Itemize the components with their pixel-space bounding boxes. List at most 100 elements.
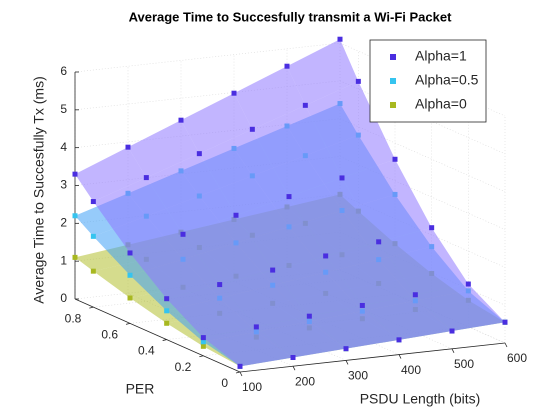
z-tick-label: 0	[60, 291, 67, 305]
data-point	[343, 346, 349, 352]
data-point	[392, 156, 398, 162]
surface-patch	[272, 255, 363, 317]
data-point	[355, 78, 361, 84]
y-tick-label: 0	[221, 376, 228, 390]
axis-line	[74, 298, 241, 373]
legend-label: Alpha=0.5	[415, 72, 479, 88]
data-point	[143, 175, 149, 181]
grid-line	[74, 42, 341, 73]
data-point	[90, 199, 96, 205]
data-point	[164, 296, 170, 302]
surface-patch	[305, 81, 395, 178]
z-tick-label: 6	[60, 64, 67, 78]
surface	[72, 36, 508, 369]
surface-patch	[166, 284, 257, 338]
surface-patch	[342, 159, 432, 242]
data-point	[502, 319, 508, 325]
z-axis-label: Average Time to Succesfully Tx (ms)	[31, 76, 47, 303]
surface-patch	[289, 177, 379, 256]
tick-mark	[125, 322, 131, 325]
data-point	[200, 339, 206, 345]
z-tick-label: 4	[60, 140, 67, 154]
data-point	[200, 343, 206, 349]
surface-patch	[256, 316, 346, 358]
x-tick-label: 400	[401, 363, 421, 377]
tick-mark	[235, 371, 241, 374]
data-point	[284, 63, 290, 69]
surface-patch	[146, 153, 236, 235]
legend-marker	[390, 102, 396, 108]
surface-patch	[236, 196, 326, 271]
surface-patch	[93, 177, 183, 253]
surface-patch	[252, 105, 342, 197]
x-tick-label: 600	[507, 351, 527, 365]
surface-patch	[287, 39, 359, 106]
data-point	[396, 337, 402, 343]
z-tick-label: 3	[60, 178, 67, 192]
data-point	[337, 36, 343, 42]
data-point	[231, 90, 237, 96]
surface-patch	[183, 215, 273, 285]
data-point	[286, 194, 292, 200]
data-point	[290, 354, 296, 360]
tick-mark	[199, 355, 204, 358]
surface-patch	[199, 129, 289, 216]
x-tick-label: 100	[242, 380, 262, 394]
data-point	[306, 313, 312, 319]
data-point	[72, 254, 78, 260]
data-point	[164, 308, 170, 314]
legend-marker	[390, 54, 396, 60]
data-point	[339, 175, 345, 181]
surface-patch	[234, 66, 306, 130]
data-point	[125, 144, 131, 150]
legend-label: Alpha=1	[415, 48, 467, 64]
surface-patch	[362, 294, 452, 340]
data-point	[178, 117, 184, 123]
data-point	[376, 239, 382, 245]
surface-patch	[75, 147, 147, 202]
y-tick-label: 0.4	[138, 344, 155, 358]
surface-patch	[309, 305, 399, 349]
data-point	[359, 302, 365, 308]
data-point	[323, 253, 329, 259]
x-tick-label: 200	[295, 374, 315, 388]
surface-patch	[181, 93, 253, 154]
tick-mark	[292, 366, 296, 371]
legend-marker	[390, 78, 396, 84]
data-point	[270, 267, 276, 273]
data-point	[127, 272, 133, 278]
axis-line	[239, 342, 506, 373]
tick-mark	[398, 354, 402, 359]
tick-mark	[451, 348, 455, 353]
data-point	[200, 335, 206, 341]
data-point	[429, 225, 435, 231]
y-axis-label: PER	[126, 381, 155, 397]
tick-mark	[239, 371, 243, 377]
data-point	[302, 102, 308, 108]
data-point	[164, 320, 170, 326]
data-point	[180, 231, 186, 237]
data-point	[90, 268, 96, 274]
data-point	[72, 171, 78, 177]
data-point	[217, 282, 223, 288]
chart-title: Average Time to Succesfully transmit a W…	[129, 9, 453, 24]
tick-mark	[345, 360, 349, 365]
y-tick-label: 0.8	[65, 311, 82, 325]
data-point	[249, 126, 255, 132]
data-point	[465, 281, 471, 287]
data-point	[237, 363, 243, 369]
data-point	[196, 151, 202, 157]
surface-patch	[130, 234, 220, 299]
z-tick-label: 2	[60, 216, 67, 230]
data-point	[233, 212, 239, 218]
surface-patch	[378, 227, 469, 295]
surface-patch	[325, 241, 416, 306]
surface-patch	[415, 284, 505, 332]
z-tick-label: 5	[60, 102, 67, 116]
surface-patch	[219, 270, 310, 327]
data-point	[449, 328, 455, 334]
data-point	[127, 295, 133, 301]
surface-patch	[203, 326, 293, 367]
data-point	[72, 213, 78, 219]
